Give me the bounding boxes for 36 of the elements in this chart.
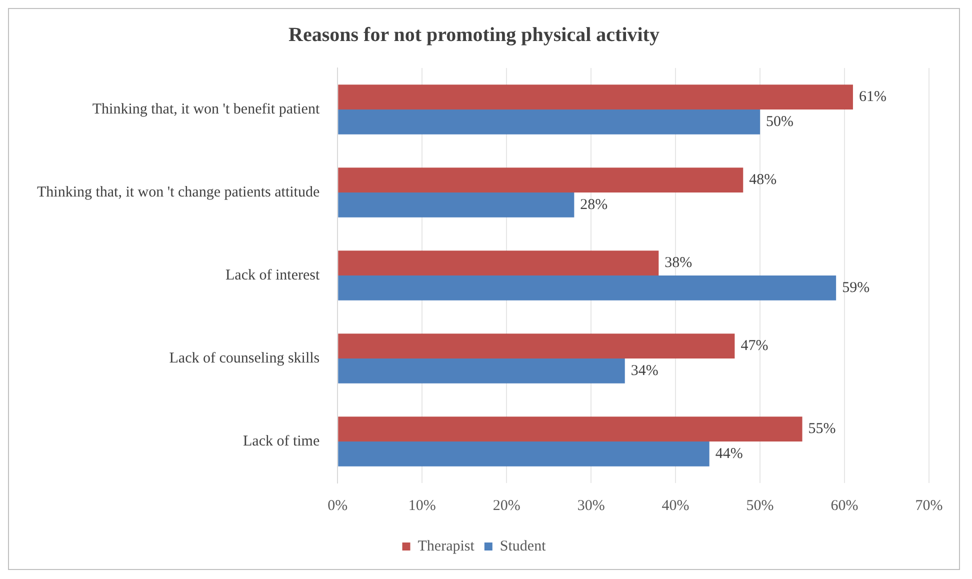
bar [338, 250, 659, 276]
data-label: 44% [715, 446, 743, 462]
bar [338, 192, 574, 218]
y-tick-label: Thinking that, it won 't change patients attitude [36, 184, 320, 200]
legend-label: Student [500, 538, 547, 554]
data-label: 38% [664, 254, 692, 271]
data-label: 55% [808, 420, 836, 437]
y-tick-label: Thinking that, it won 't benefit patient [92, 101, 320, 118]
bar [338, 358, 625, 384]
data-label: 48% [749, 172, 777, 188]
x-tick-label: 10% [408, 498, 436, 514]
legend-label: Therapist [418, 538, 476, 554]
data-label: 34% [630, 362, 658, 379]
x-tick-label: 60% [830, 498, 858, 514]
data-label: 47% [740, 338, 768, 354]
bar [338, 276, 836, 300]
x-tick-label: 40% [662, 498, 690, 514]
x-tick-label: 20% [492, 498, 520, 514]
bar [338, 168, 744, 192]
data-label: 59% [842, 280, 870, 296]
bar [338, 84, 853, 110]
data-label: 61% [858, 88, 886, 105]
y-tick-label: Lack of time [243, 433, 320, 450]
x-tick-label: 0% [328, 498, 348, 514]
x-tick-label: 30% [577, 498, 605, 514]
chart-title: Reasons for not promoting physical activity [288, 24, 660, 46]
y-tick-label: Lack of counseling skills [169, 350, 320, 366]
bar [338, 442, 710, 466]
data-label: 50% [766, 114, 794, 130]
bar [338, 110, 760, 134]
x-tick-label: 50% [746, 498, 774, 514]
x-tick-label: 70% [915, 498, 943, 514]
y-tick-label: Lack of interest [226, 267, 320, 284]
bar [338, 416, 802, 442]
data-label: 28% [580, 196, 608, 213]
bar [338, 334, 735, 358]
